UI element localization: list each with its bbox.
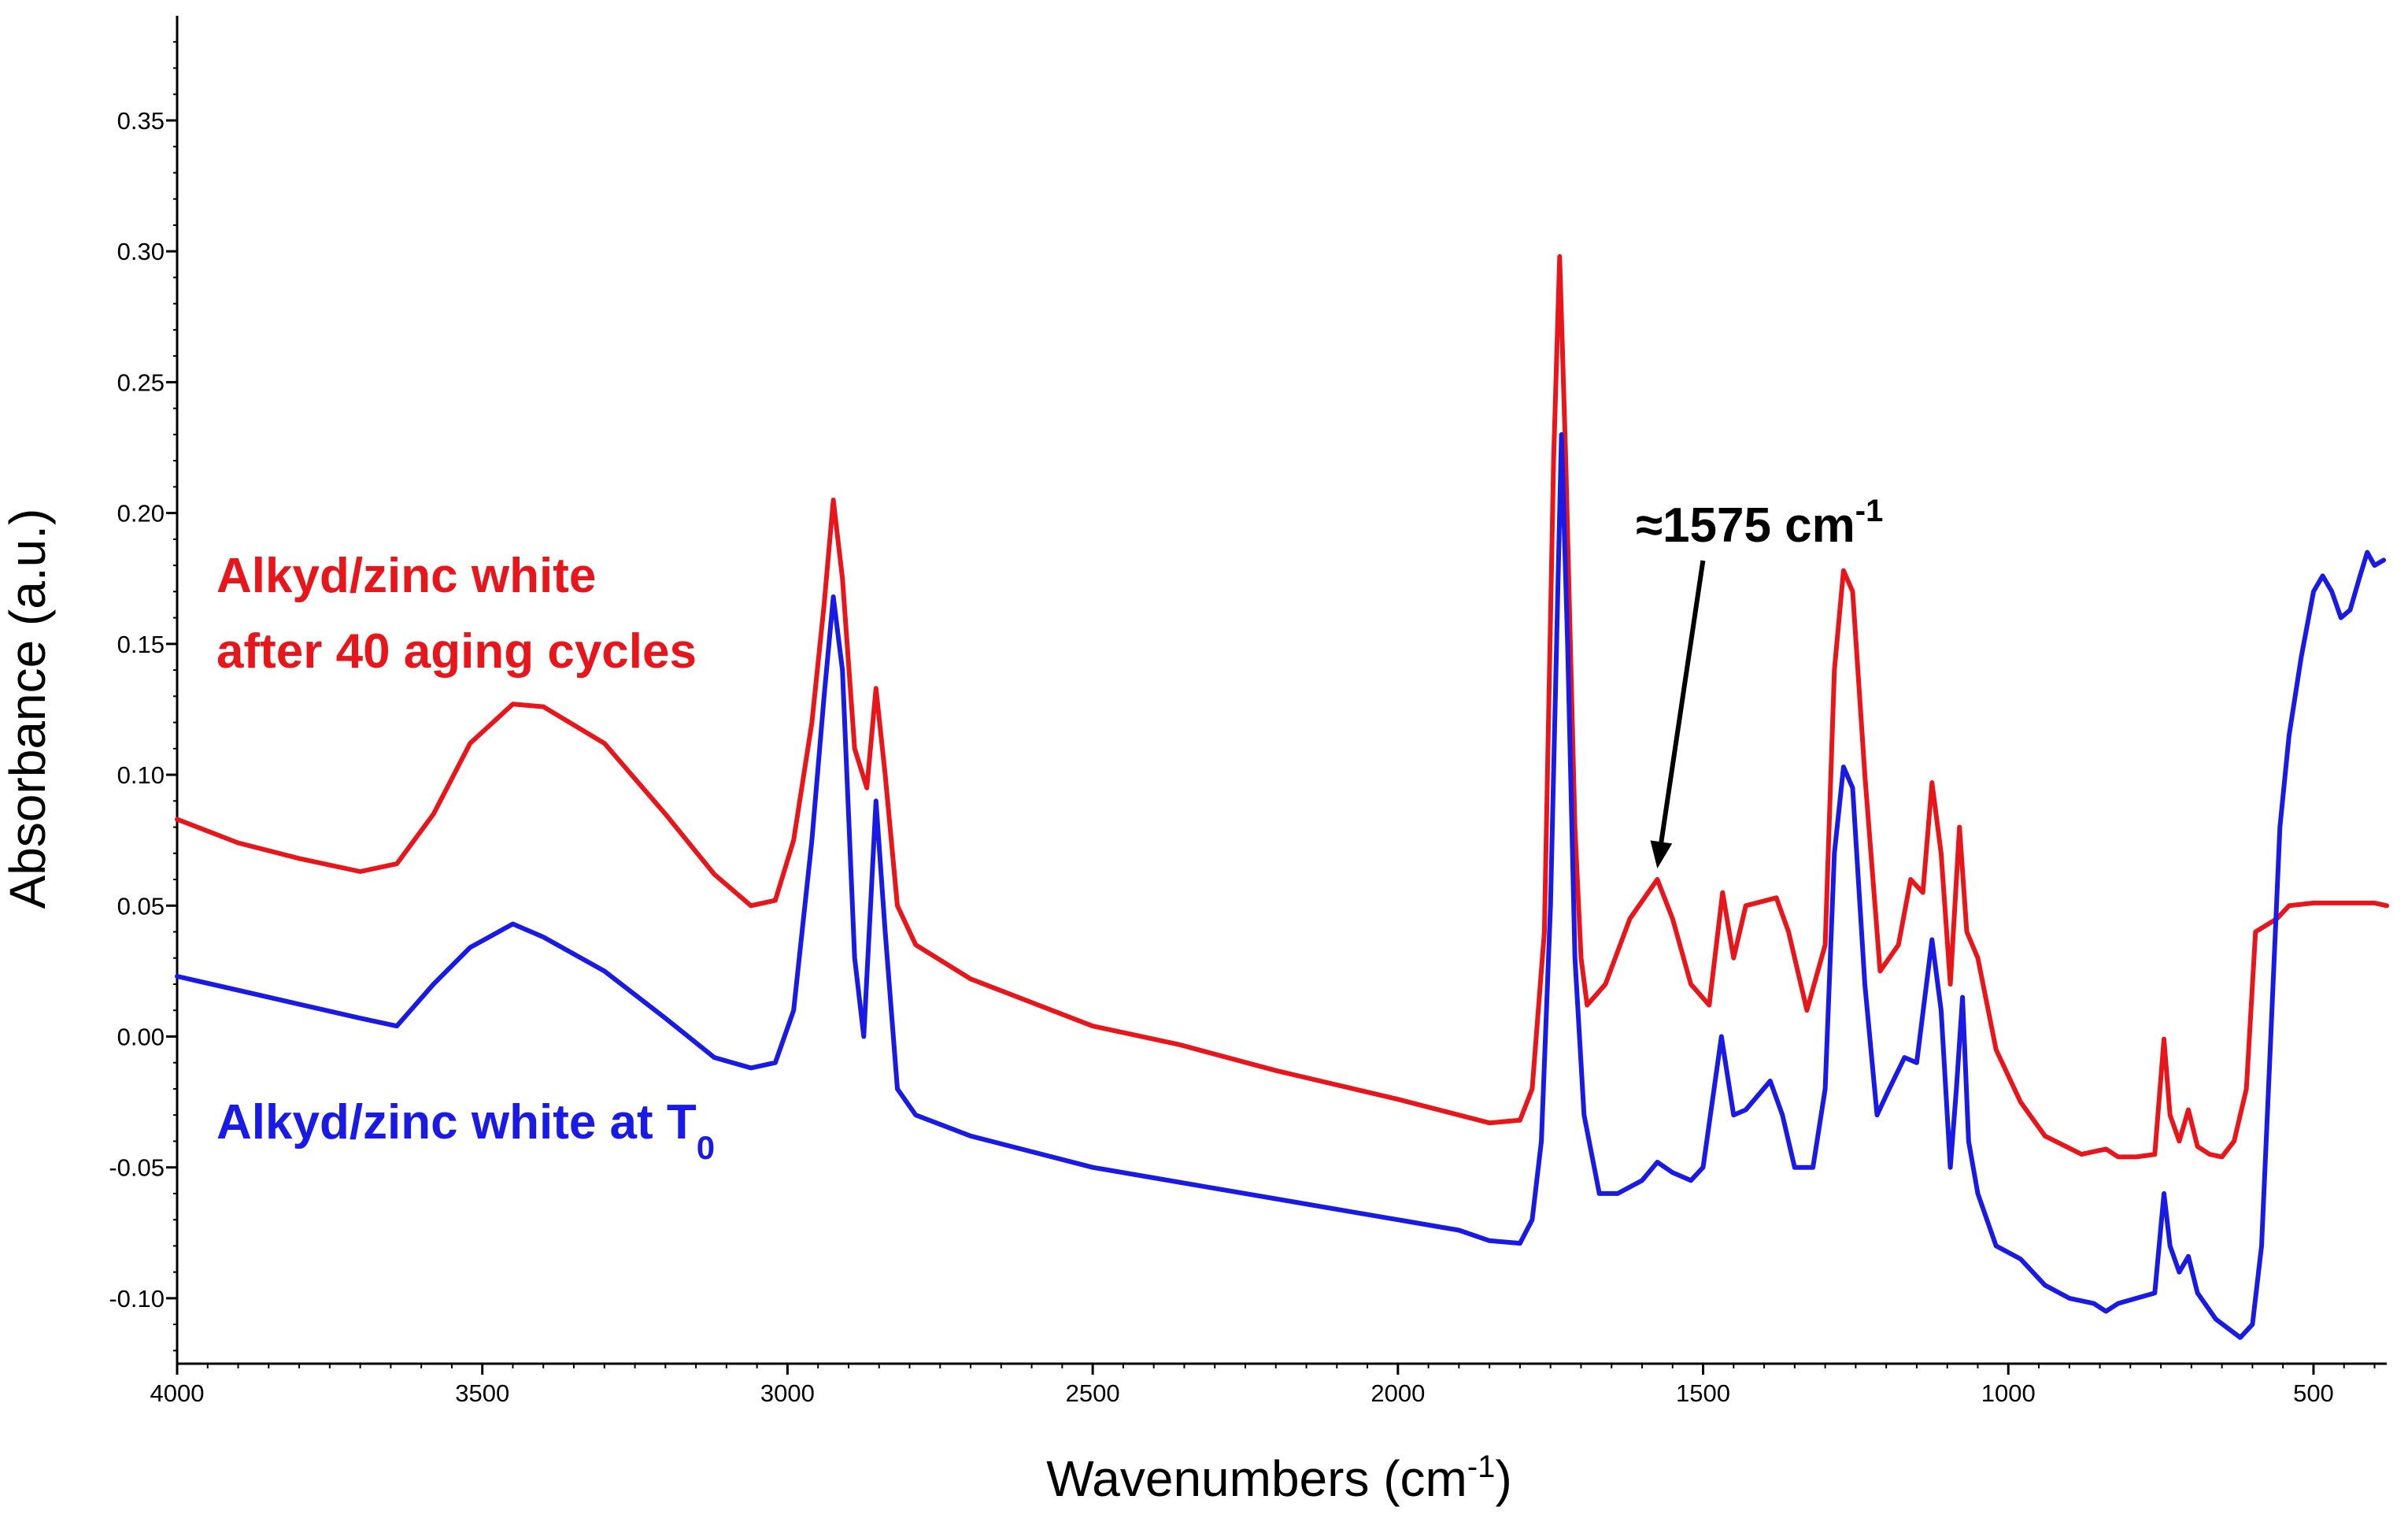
x-tick-label: 3000 (760, 1379, 815, 1407)
y-axis-title: Absorbance (a.u.) (0, 509, 56, 909)
x-tick-label: 1500 (1676, 1379, 1730, 1407)
series-label-aged-line1: Alkyd/zinc white (216, 549, 596, 603)
peak-annotation-main: ≈1575 cm (1636, 498, 1855, 553)
x-tick-labels: 4000 3500 3000 2500 2000 1500 1000 500 (150, 1379, 2334, 1407)
y-tick-label: 0.25 (117, 368, 165, 396)
peak-annotation-arrowhead (1650, 840, 1673, 869)
peak-annotation-label: ≈1575 cm-1 (1636, 494, 1883, 553)
x-axis-title-main: Wavenumbers (cm (1046, 1450, 1467, 1507)
series-label-t0-sub: 0 (697, 1129, 715, 1166)
x-axis-title: Wavenumbers (cm-1) (1046, 1450, 1512, 1507)
x-tick-label: 4000 (150, 1379, 205, 1407)
peak-annotation-sup: -1 (1855, 494, 1884, 528)
y-tick-label: -0.05 (109, 1154, 165, 1182)
y-tick-label: 0.30 (117, 238, 165, 265)
series-line-t0 (175, 431, 2387, 1340)
series-label-aged-line2: after 40 aging cycles (216, 624, 697, 679)
x-tick-label: 2500 (1066, 1379, 1120, 1407)
x-tick-label: 500 (2293, 1379, 2334, 1407)
peak-annotation-arrow (1659, 560, 1706, 842)
y-tick-label: 0.20 (117, 500, 165, 528)
series-line-aged (175, 254, 2389, 1160)
y-tick-label: 0.15 (117, 631, 165, 658)
series-label-t0: Alkyd/zinc white at T0 (216, 1095, 715, 1166)
x-axis-title-sup: -1 (1467, 1450, 1496, 1484)
y-tick-label: -0.10 (109, 1285, 165, 1313)
series-label-t0-main: Alkyd/zinc white at T (216, 1095, 697, 1150)
y-tick-label: 0.05 (117, 892, 165, 920)
y-tick-label: 0.10 (117, 761, 165, 789)
y-tick-labels: 0.35 0.30 0.25 0.20 0.15 0.10 0.05 0.00 -0.05 -0.… (109, 107, 165, 1313)
x-tick-label: 3500 (455, 1379, 509, 1407)
x-tick-label: 1000 (1981, 1379, 2036, 1407)
x-tick-label: 2000 (1370, 1379, 1425, 1407)
x-axis-title-end: ) (1495, 1450, 1511, 1507)
y-tick-label: 0.00 (117, 1023, 165, 1050)
y-tick-label: 0.35 (117, 107, 165, 135)
